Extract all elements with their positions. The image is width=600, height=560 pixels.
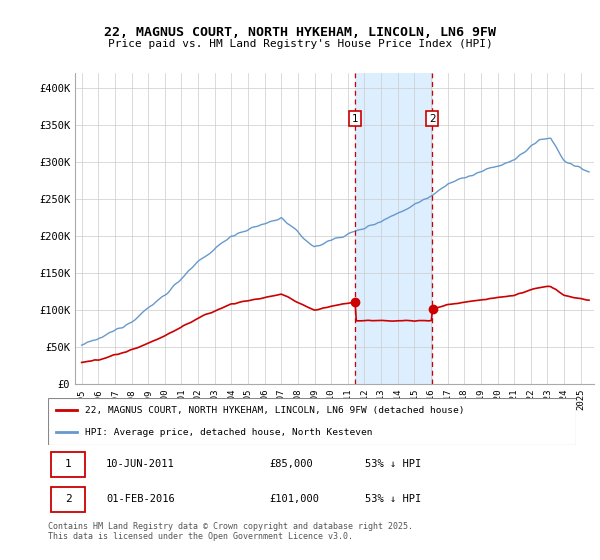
Text: Price paid vs. HM Land Registry's House Price Index (HPI): Price paid vs. HM Land Registry's House …: [107, 39, 493, 49]
Text: 22, MAGNUS COURT, NORTH HYKEHAM, LINCOLN, LN6 9FW: 22, MAGNUS COURT, NORTH HYKEHAM, LINCOLN…: [104, 26, 496, 39]
Text: HPI: Average price, detached house, North Kesteven: HPI: Average price, detached house, Nort…: [85, 428, 373, 437]
Text: 2: 2: [429, 114, 436, 124]
Text: 1: 1: [352, 114, 358, 124]
FancyBboxPatch shape: [48, 398, 576, 445]
Bar: [50, 487, 85, 512]
Text: 10-JUN-2011: 10-JUN-2011: [106, 459, 175, 469]
Text: £85,000: £85,000: [270, 459, 314, 469]
Bar: [50, 451, 85, 477]
Bar: [355, 73, 433, 384]
Text: 22, MAGNUS COURT, NORTH HYKEHAM, LINCOLN, LN6 9FW (detached house): 22, MAGNUS COURT, NORTH HYKEHAM, LINCOLN…: [85, 406, 464, 415]
Text: £101,000: £101,000: [270, 494, 320, 504]
Text: Contains HM Land Registry data © Crown copyright and database right 2025.
This d: Contains HM Land Registry data © Crown c…: [48, 522, 413, 542]
Text: 2: 2: [65, 494, 71, 504]
Text: 53% ↓ HPI: 53% ↓ HPI: [365, 459, 421, 469]
Text: 1: 1: [65, 459, 71, 469]
Text: 01-FEB-2016: 01-FEB-2016: [106, 494, 175, 504]
Text: 53% ↓ HPI: 53% ↓ HPI: [365, 494, 421, 504]
